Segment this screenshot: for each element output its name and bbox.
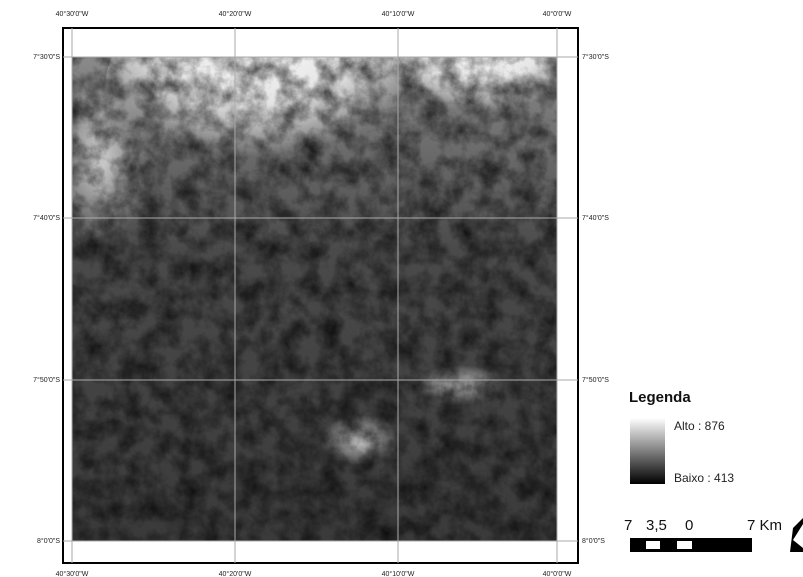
scale-bar-segment bbox=[646, 541, 660, 549]
lon-label: 40°20'0"W bbox=[219, 570, 252, 577]
north-arrow bbox=[790, 518, 803, 552]
lon-label: 40°30'0"W bbox=[56, 570, 89, 577]
scale-label: 7 Km bbox=[747, 517, 782, 534]
lat-label: 7°30'0"S bbox=[582, 53, 609, 61]
lon-label: 40°20'0"W bbox=[219, 10, 252, 18]
lon-label: 40°30'0"W bbox=[56, 10, 89, 18]
scale-bar: 7 3,5 0 7 Km bbox=[624, 517, 782, 552]
lat-label: 7°30'0"S bbox=[33, 53, 60, 61]
page: {"map": {"lon_labels": ["40°30'0\"W", "4… bbox=[0, 0, 803, 577]
elevation-raster bbox=[50, 0, 570, 541]
legend-title: Legenda bbox=[629, 389, 691, 406]
lat-label: 8°0'0"S bbox=[582, 537, 605, 545]
map-layout: 40°30'0"W 40°20'0"W 40°10'0"W 40°0'0"W 4… bbox=[0, 0, 803, 577]
scale-label: 3,5 bbox=[646, 517, 667, 534]
lon-label: 40°10'0"W bbox=[382, 570, 415, 577]
legend-high: Alto : 876 bbox=[674, 419, 725, 433]
legend-low: Baixo : 413 bbox=[674, 471, 734, 485]
lon-label: 40°0'0"W bbox=[543, 570, 572, 577]
lat-label: 7°50'0"S bbox=[33, 376, 60, 384]
lat-label: 7°50'0"S bbox=[582, 376, 609, 384]
legend: Legenda Alto : 876 Baixo : 413 bbox=[629, 389, 734, 485]
lat-label: 7°40'0"S bbox=[33, 214, 60, 222]
scale-bar-segment bbox=[677, 541, 692, 549]
scale-label: 0 bbox=[685, 517, 693, 534]
lat-label: 7°40'0"S bbox=[582, 214, 609, 222]
lon-label: 40°0'0"W bbox=[543, 10, 572, 18]
lat-label: 8°0'0"S bbox=[37, 537, 60, 545]
lon-label: 40°10'0"W bbox=[382, 10, 415, 18]
legend-ramp bbox=[630, 418, 665, 484]
scale-label: 7 bbox=[624, 517, 632, 534]
